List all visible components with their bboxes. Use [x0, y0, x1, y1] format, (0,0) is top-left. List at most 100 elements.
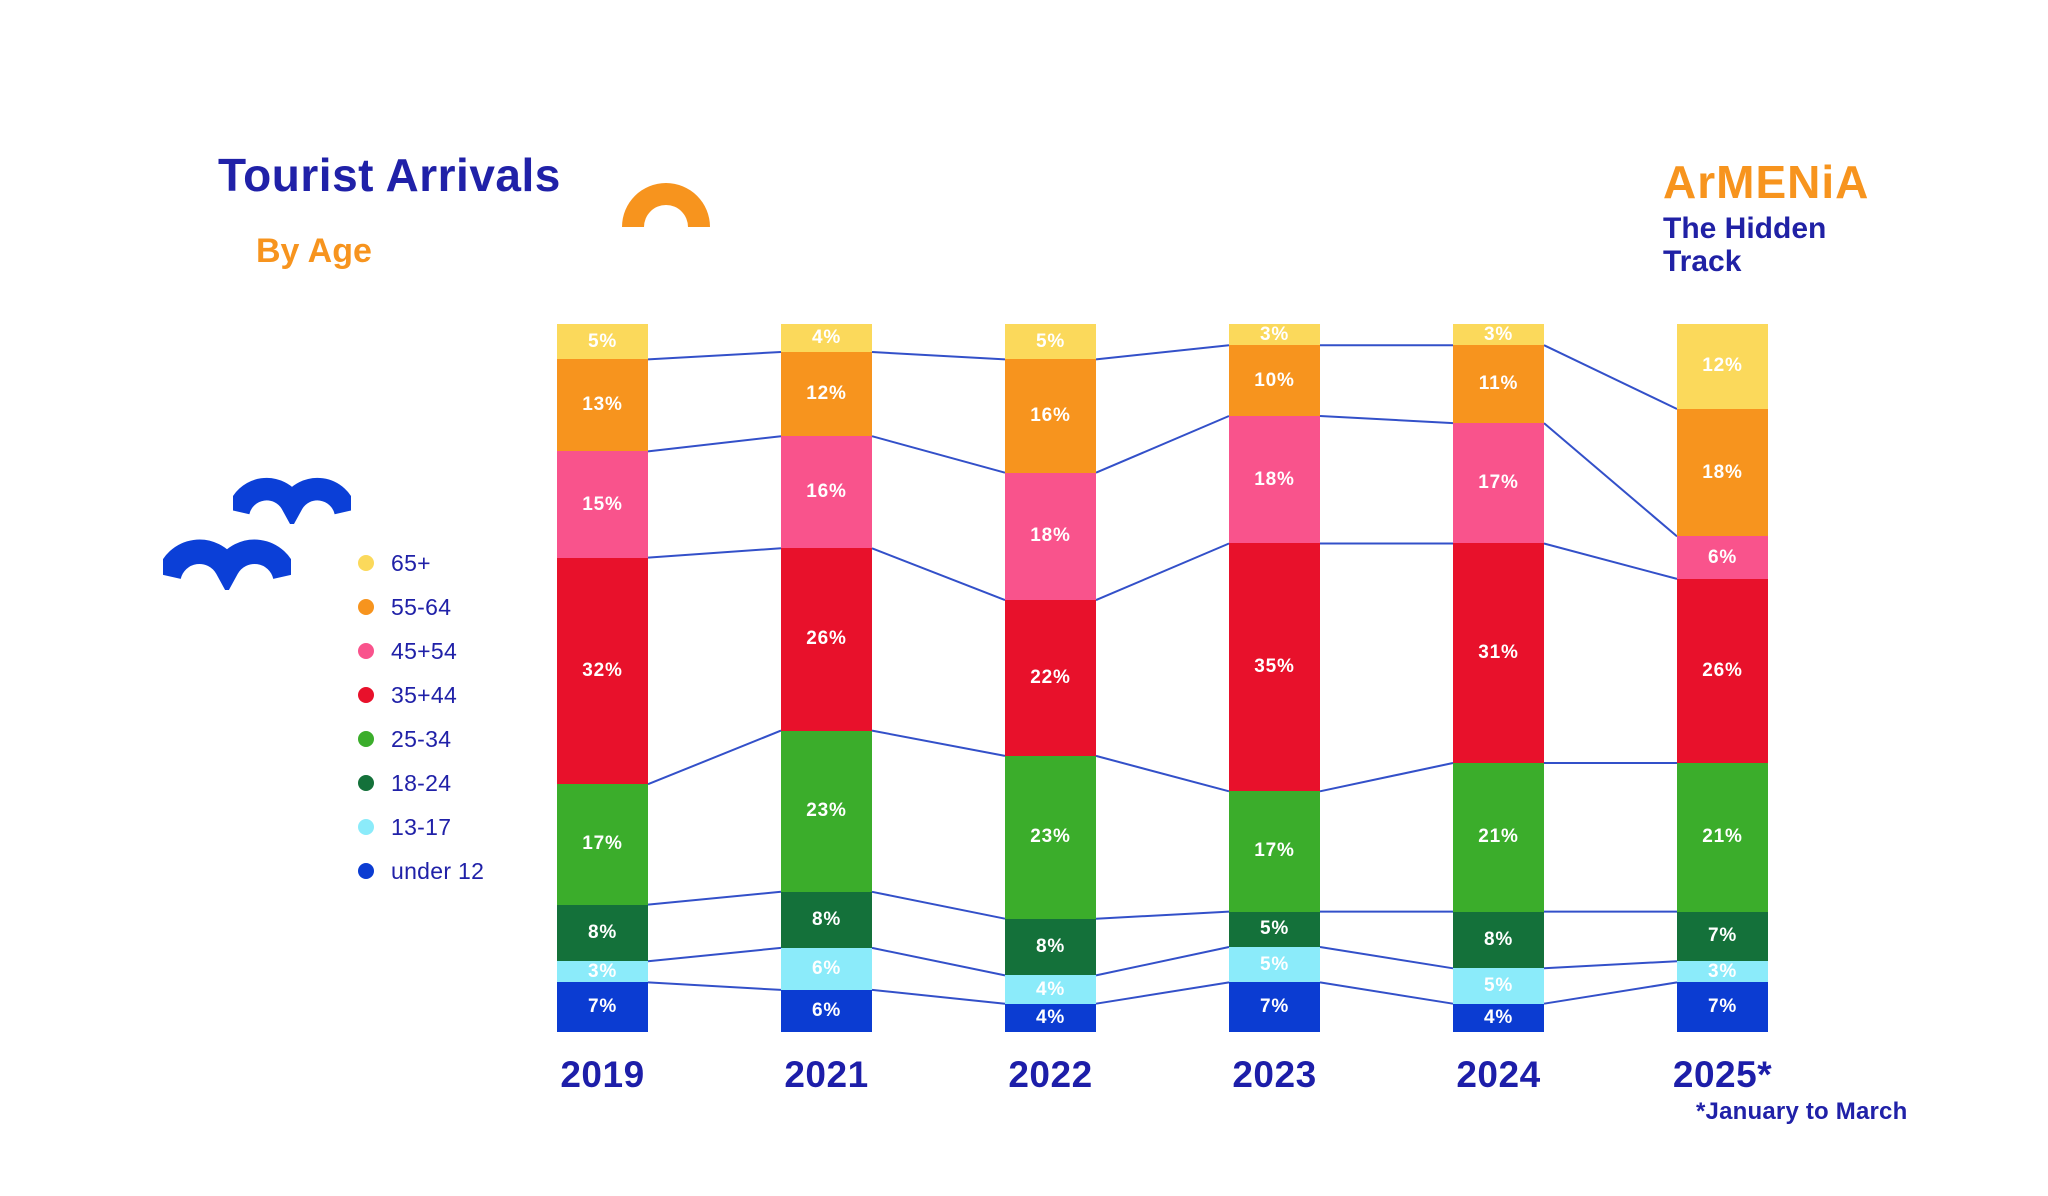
- x-axis-label: 2025*: [1672, 1054, 1773, 1095]
- x-axis-label: 2022: [1008, 1054, 1093, 1095]
- legend-swatch: [358, 599, 374, 615]
- segment-label: 7%: [1707, 996, 1738, 1018]
- bar-segment: 7%: [1677, 982, 1768, 1032]
- bar-segment: 23%: [1005, 755, 1096, 919]
- bar-column: 4% 12% 16% 26% 23% 8% 6% 6%: [781, 324, 872, 1032]
- legend-item: 25-34: [358, 717, 484, 761]
- legend-label: 25-34: [391, 725, 452, 752]
- segment-label: 5%: [1259, 953, 1290, 975]
- page-subtitle: By Age: [256, 232, 372, 270]
- bar-segment: 15%: [557, 451, 648, 558]
- page-title: Tourist Arrivals: [218, 149, 561, 201]
- bar-segment: 5%: [1005, 324, 1096, 360]
- segment-label: 3%: [1259, 323, 1290, 345]
- bird-icon: [163, 539, 291, 590]
- segment-label: 8%: [587, 921, 618, 943]
- legend-item: 18-24: [358, 761, 484, 805]
- legend-item: 65+: [358, 541, 484, 585]
- segment-label: 17%: [582, 833, 623, 855]
- bar-segment: 8%: [1005, 918, 1096, 976]
- bar-segment: 3%: [1677, 960, 1768, 983]
- legend-item: 35+44: [358, 673, 484, 717]
- legend-label: 18-24: [391, 769, 452, 796]
- bar-segment: 5%: [557, 324, 648, 360]
- segment-label: 12%: [806, 383, 847, 405]
- bar-segment: 22%: [1005, 600, 1096, 756]
- bar-segment: 5%: [1453, 968, 1544, 1004]
- legend-item: 45+54: [358, 629, 484, 673]
- bar-segment: 12%: [781, 352, 872, 437]
- segment-label: 17%: [1478, 472, 1519, 494]
- bar-segment: 6%: [781, 989, 872, 1032]
- bar-segment: 5%: [1229, 947, 1320, 983]
- bar-segment: 7%: [1677, 911, 1768, 962]
- segment-label: 7%: [587, 996, 618, 1018]
- segment-label: 4%: [1035, 978, 1066, 1000]
- bar-column: 3% 11% 17% 31% 21% 8% 5% 4%: [1453, 324, 1544, 1032]
- legend-swatch: [358, 643, 374, 659]
- bar-segment: 7%: [557, 982, 648, 1032]
- brand-tagline-line2: Track: [1663, 245, 1742, 279]
- x-axis-label: 2019: [560, 1054, 645, 1095]
- segment-label: 7%: [1707, 925, 1738, 947]
- bar-segment: 8%: [1453, 911, 1544, 969]
- brand-tagline: The Hidden Track: [1663, 212, 1923, 278]
- segment-label: 16%: [806, 481, 847, 503]
- x-axis-label: 2023: [1232, 1054, 1317, 1095]
- legend-label: 55-64: [391, 593, 452, 620]
- segment-label: 22%: [1030, 666, 1071, 688]
- bar-segment: 5%: [1229, 911, 1320, 948]
- bar-column: 12% 18% 6% 26% 21% 7% 3% 7%: [1677, 324, 1768, 1032]
- segment-label: 6%: [811, 999, 842, 1021]
- bar-segment: 21%: [1677, 762, 1768, 912]
- segment-label: 17%: [1254, 840, 1295, 862]
- segment-label: 13%: [582, 394, 623, 416]
- legend-swatch: [358, 775, 374, 791]
- segment-label: 5%: [1483, 974, 1514, 996]
- legend-swatch: [358, 863, 374, 879]
- segment-label: 23%: [806, 800, 847, 822]
- bar-segment: 13%: [557, 359, 648, 452]
- segment-label: 6%: [1707, 546, 1738, 568]
- bar-segment: 3%: [1453, 323, 1544, 346]
- legend-item: 13-17: [358, 805, 484, 849]
- segment-label: 8%: [1483, 928, 1514, 950]
- bar-segment: 32%: [557, 557, 648, 785]
- segment-label: 11%: [1478, 373, 1519, 395]
- segment-label: 6%: [811, 957, 842, 979]
- segment-label: 21%: [1702, 826, 1743, 848]
- segment-label: 23%: [1030, 826, 1071, 848]
- segment-label: 18%: [1254, 468, 1295, 490]
- segment-label: 4%: [1483, 1006, 1514, 1028]
- bird-icon: [233, 477, 351, 524]
- legend-label: 35+44: [391, 681, 458, 708]
- segment-label: 15%: [582, 493, 623, 515]
- bar-segment: 26%: [781, 548, 872, 731]
- bar-segment: 18%: [1229, 416, 1320, 544]
- segment-label: 3%: [1707, 960, 1738, 982]
- segment-label: 3%: [587, 960, 618, 982]
- legend-label: 45+54: [391, 637, 458, 664]
- bar-segment: 31%: [1453, 543, 1544, 763]
- x-axis-label: 2021: [784, 1054, 869, 1095]
- segment-label: 7%: [1259, 996, 1290, 1018]
- bar-segment: 17%: [1453, 423, 1544, 544]
- bar-segment: 16%: [781, 436, 872, 549]
- segment-label: 8%: [811, 908, 842, 930]
- footnote: *January to March: [1696, 1098, 1908, 1125]
- legend-item: 55-64: [358, 585, 484, 629]
- segment-label: 26%: [806, 628, 847, 650]
- bar-segment: 8%: [781, 891, 872, 948]
- legend-swatch: [358, 731, 374, 747]
- segment-label: 31%: [1478, 642, 1519, 664]
- bar-segment: 23%: [781, 730, 872, 892]
- x-axis-label: 2024: [1456, 1054, 1541, 1095]
- legend-label: under 12: [391, 857, 485, 884]
- segment-label: 4%: [811, 327, 842, 349]
- segment-label: 3%: [1483, 323, 1514, 345]
- legend-label: 65+: [391, 549, 431, 576]
- bar-segment: 21%: [1453, 762, 1544, 912]
- bar-segment: 10%: [1229, 345, 1320, 417]
- bar-segment: 4%: [1005, 975, 1096, 1004]
- brand-name: ArMENiA: [1663, 156, 1870, 208]
